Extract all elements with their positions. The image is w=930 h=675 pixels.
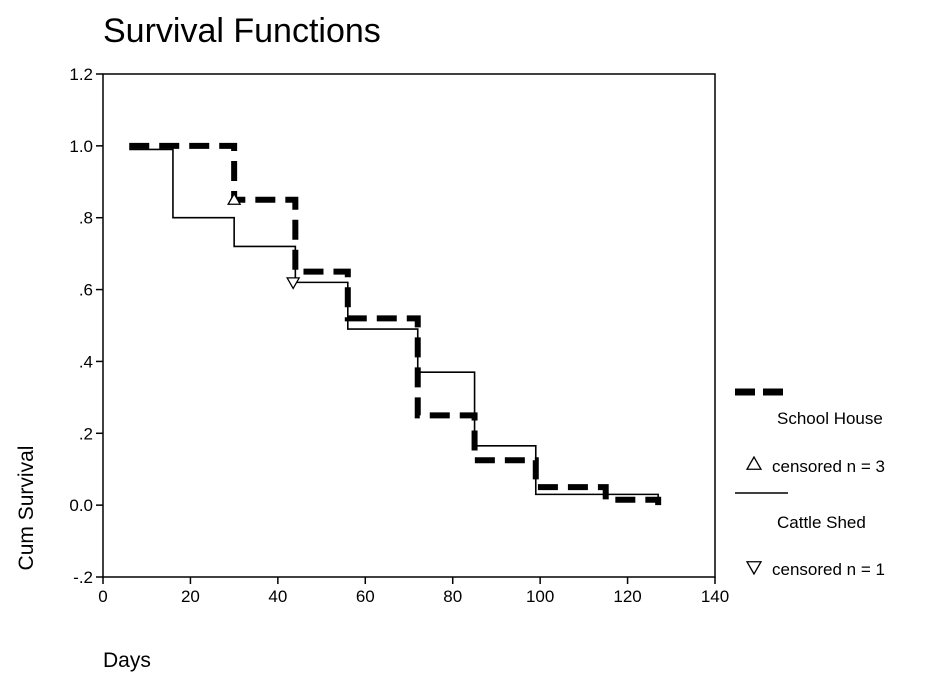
y-axis-title: Cum Survival [15, 446, 38, 571]
school-house-curve [129, 142, 662, 506]
x-tick-label: 100 [526, 587, 554, 606]
chart-title: Survival Functions [103, 12, 381, 50]
x-tick-label: 20 [181, 587, 200, 606]
legend-label-censored-3: censored n = 3 [772, 457, 885, 476]
y-tick-label: 1.2 [69, 65, 93, 84]
y-tick-label: -.2 [73, 568, 93, 587]
y-tick-label: 0.0 [69, 496, 93, 515]
y-axis: -.2 0.0 .2 .4 .6 .8 1.0 1.2 [69, 65, 103, 587]
legend-label-censored-1: censored n = 1 [772, 560, 885, 579]
cattle-shed-curve [129, 148, 659, 498]
x-tick-label: 40 [268, 587, 287, 606]
censored-marker-up [227, 192, 242, 205]
x-tick-label: 140 [701, 587, 729, 606]
x-tick-label: 60 [356, 587, 375, 606]
censored-marker-down [286, 277, 301, 290]
legend-label-cattle-shed: Cattle Shed [777, 513, 866, 532]
legend-label-school-house: School House [777, 409, 883, 428]
x-axis-title: Days [103, 649, 151, 672]
x-tick-label: 0 [98, 587, 107, 606]
x-axis: 0 20 40 60 80 100 120 140 [98, 577, 729, 606]
series-layer [129, 142, 662, 506]
legend: School House censored n = 3 Cattle Shed cen… [735, 388, 885, 579]
x-tick-label: 120 [613, 587, 641, 606]
x-tick-label: 80 [443, 587, 462, 606]
y-tick-label: .4 [79, 352, 93, 371]
y-tick-label: .6 [79, 281, 93, 300]
plot-frame [102, 73, 716, 578]
y-tick-label: 1.0 [69, 137, 93, 156]
y-tick-label: .8 [79, 209, 93, 228]
legend-triangle-down-icon [745, 561, 763, 576]
legend-triangle-up-icon [745, 455, 763, 470]
y-tick-label: .2 [79, 424, 93, 443]
